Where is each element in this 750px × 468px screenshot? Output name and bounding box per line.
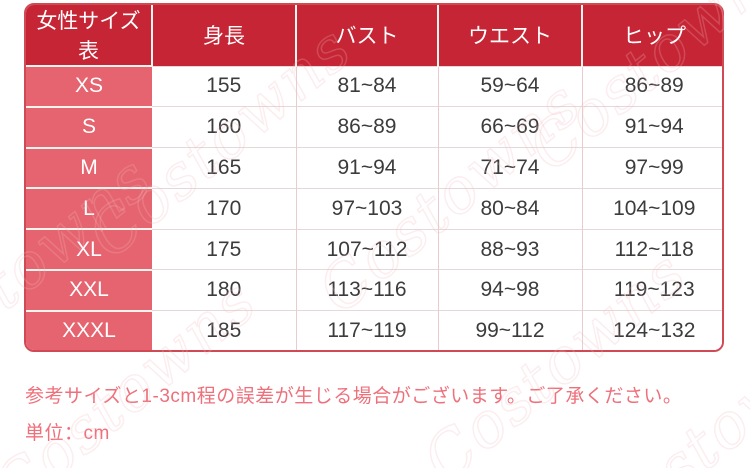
hip-value: 124~132 [581, 310, 722, 350]
bust-value: 97~103 [295, 187, 438, 230]
height-value: 155 [152, 65, 296, 107]
header-height-col: 身長 [151, 5, 296, 66]
table-row: XL 175 107~112 88~93 112~118 [26, 228, 722, 270]
table-row: S 160 86~89 66~69 91~94 [26, 105, 722, 148]
waist-value: 88~93 [437, 228, 582, 270]
header-bust-col: バスト [295, 5, 438, 66]
header-waist-col: ウエスト [437, 5, 582, 66]
table-row: XXXL 185 117~119 99~112 124~132 [26, 309, 722, 350]
size-table-container: 女性サイズ表 身長 バスト ウエスト ヒップ XS 155 81~84 59~6… [24, 3, 724, 352]
waist-value: 80~84 [437, 187, 582, 230]
waist-value: 99~112 [437, 310, 582, 350]
hip-value: 91~94 [581, 106, 722, 148]
bust-value: 81~84 [295, 65, 438, 107]
size-label: M [26, 146, 152, 189]
size-label: XL [26, 228, 152, 270]
waist-value: 66~69 [437, 106, 582, 148]
size-label: S [26, 105, 152, 148]
waist-value: 94~98 [437, 269, 582, 311]
table-row: XXL 180 113~116 94~98 119~123 [26, 268, 722, 311]
header-hip-col: ヒップ [581, 5, 722, 66]
header-row: 女性サイズ表 身長 バスト ウエスト ヒップ [26, 5, 722, 66]
size-table: 女性サイズ表 身長 バスト ウエスト ヒップ XS 155 81~84 59~6… [26, 5, 722, 350]
waist-value: 71~74 [437, 147, 582, 189]
table-row: L 170 97~103 80~84 104~109 [26, 187, 722, 230]
waist-value: 59~64 [437, 65, 582, 107]
table-row: M 165 91~94 71~74 97~99 [26, 146, 722, 189]
size-label: L [26, 187, 152, 230]
height-value: 180 [152, 269, 296, 311]
hip-value: 112~118 [581, 228, 722, 270]
bust-value: 113~116 [295, 269, 438, 311]
tolerance-note: 参考サイズと1-3cm程の誤差が生じる場合がございます。ご了承ください。 [25, 386, 683, 407]
height-value: 170 [152, 187, 296, 230]
bust-value: 117~119 [295, 310, 438, 350]
hip-value: 104~109 [581, 187, 722, 230]
hip-value: 86~89 [581, 65, 722, 107]
height-value: 185 [152, 310, 296, 350]
size-label: XXL [26, 268, 152, 311]
header-size-col: 女性サイズ表 [26, 5, 152, 66]
height-value: 160 [152, 106, 296, 148]
bust-value: 107~112 [295, 228, 438, 270]
hip-value: 119~123 [581, 269, 722, 311]
bust-value: 86~89 [295, 106, 438, 148]
hip-value: 97~99 [581, 147, 722, 189]
bust-value: 91~94 [295, 147, 438, 189]
height-value: 165 [152, 147, 296, 189]
size-label: XS [26, 65, 152, 107]
height-value: 175 [152, 228, 296, 270]
size-label: XXXL [26, 309, 152, 350]
unit-note: 単位：cm [25, 423, 110, 444]
table-row: XS 155 81~84 59~64 86~89 [26, 65, 722, 107]
